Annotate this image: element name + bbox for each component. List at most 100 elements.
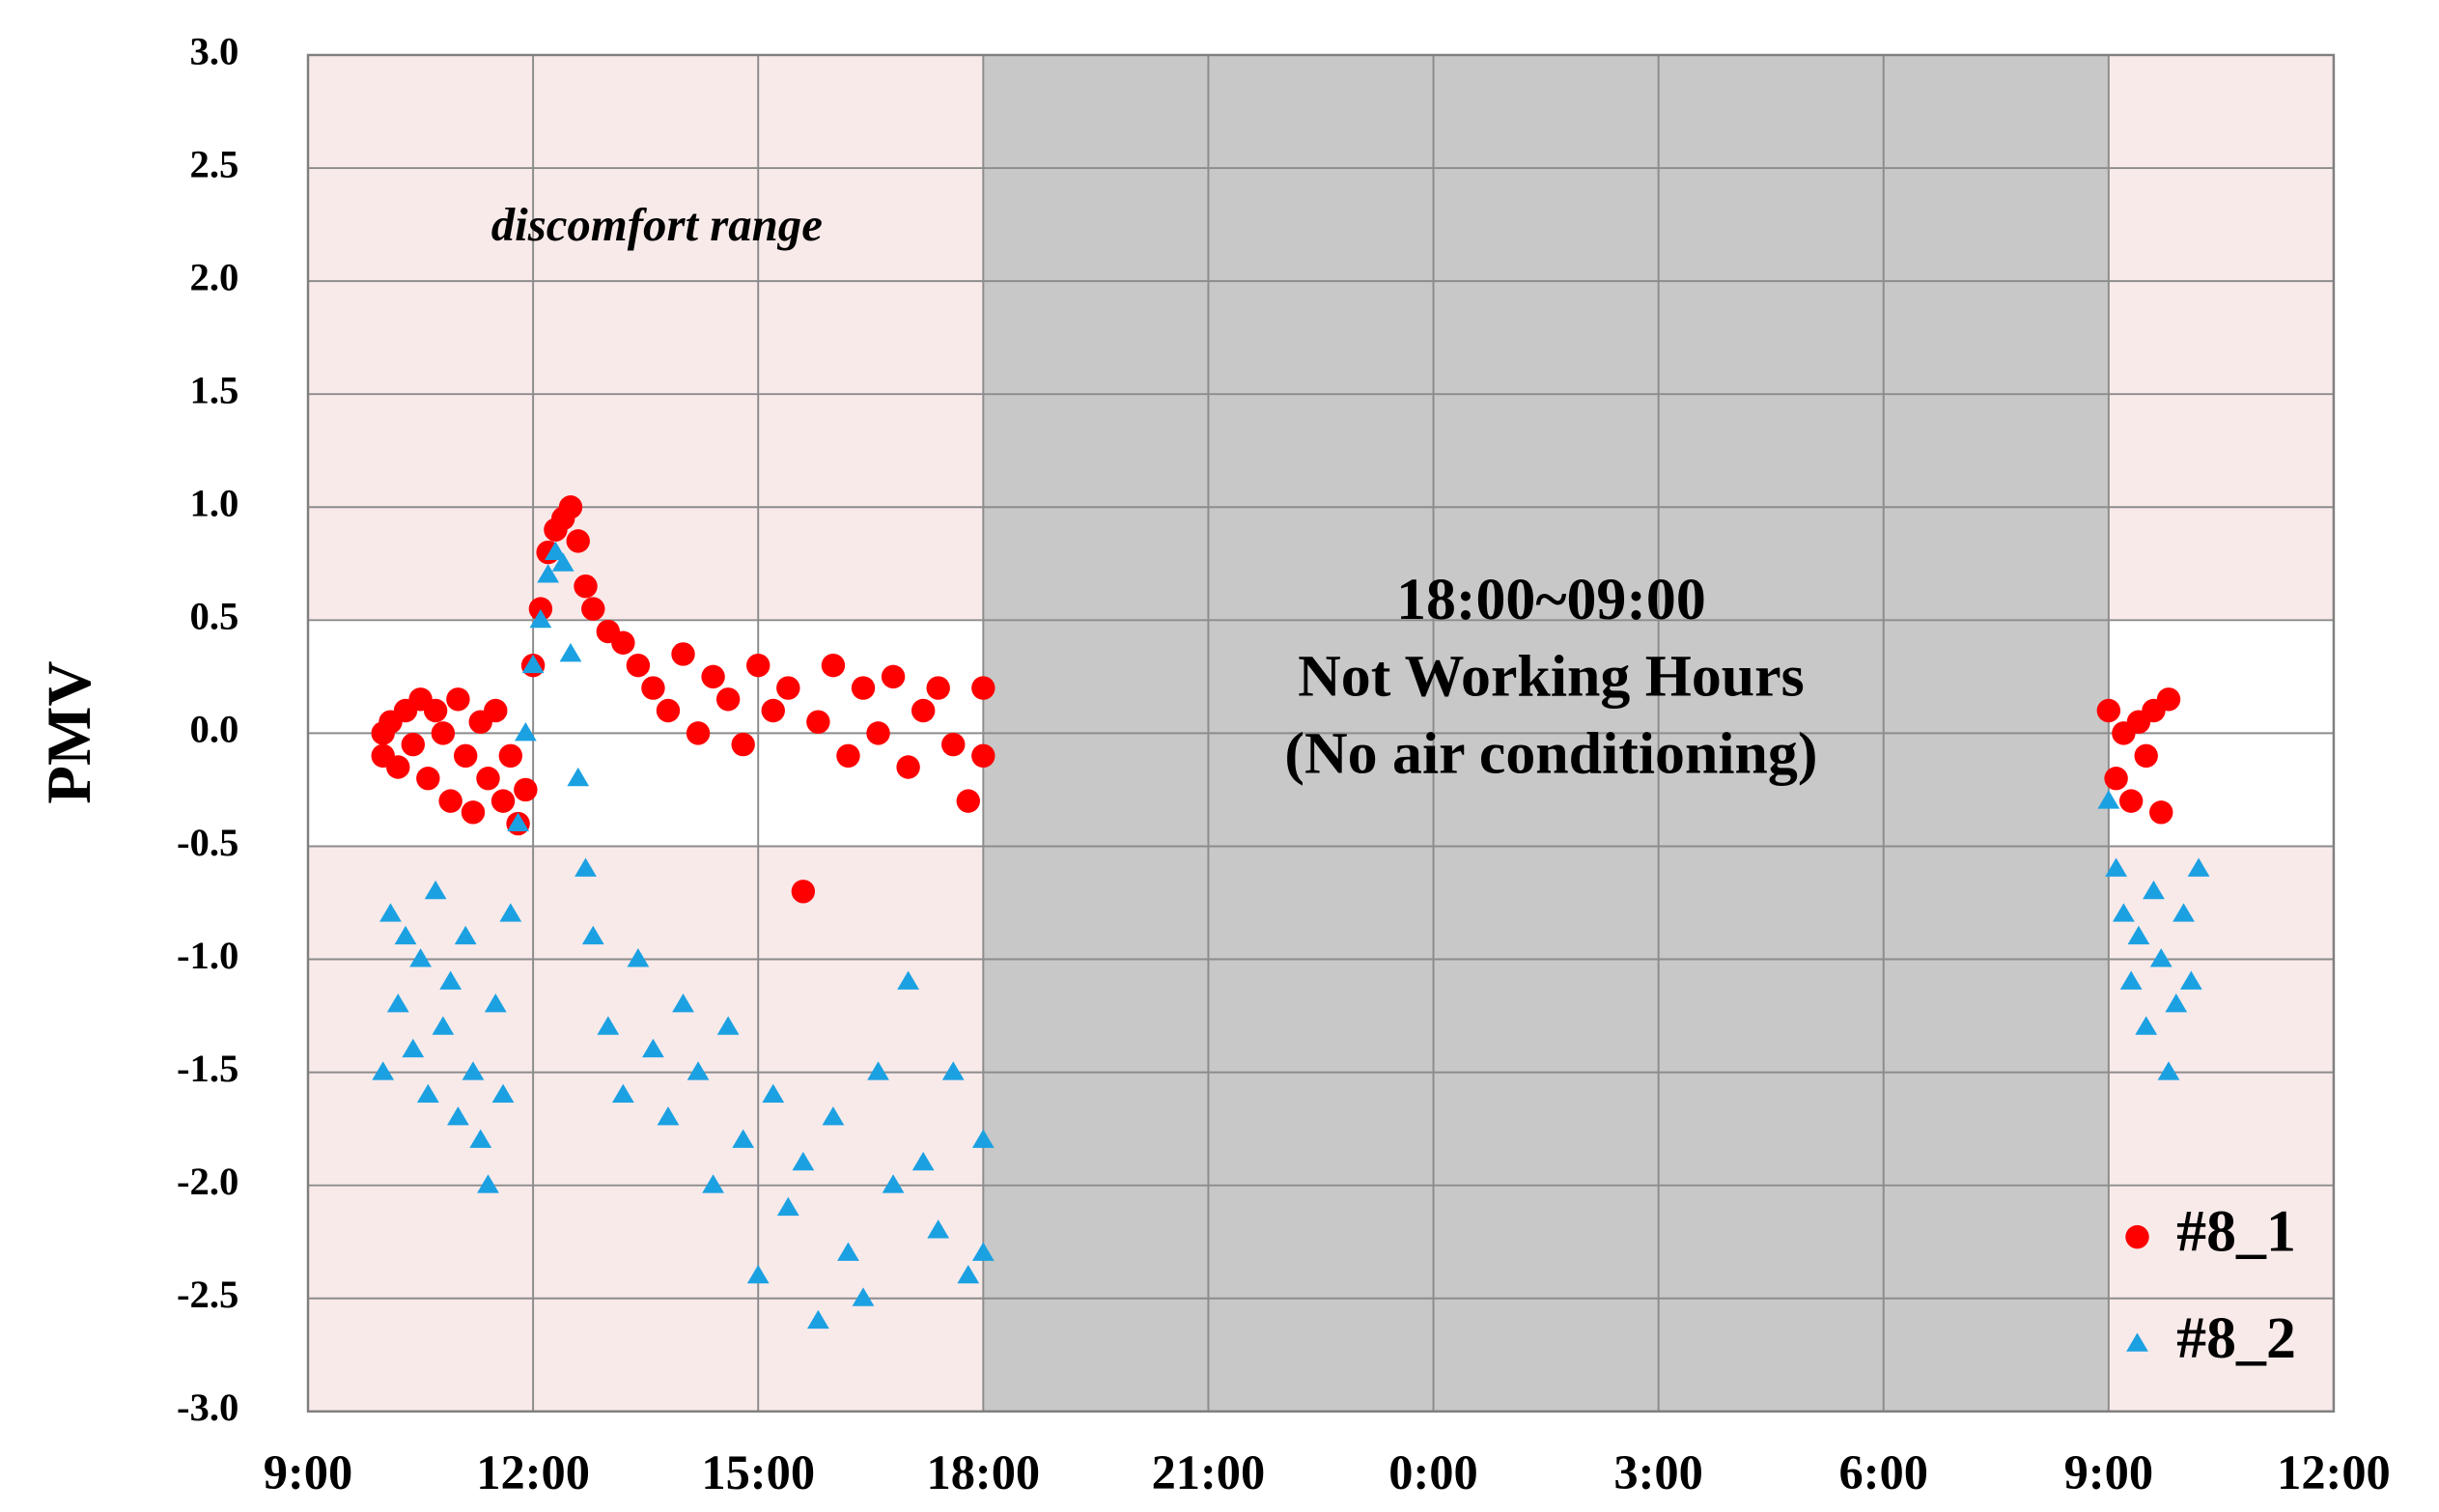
x-tick-label: 9:00 bbox=[264, 1445, 352, 1499]
data-point bbox=[416, 1083, 439, 1103]
data-point bbox=[491, 1083, 515, 1103]
y-tick-label: -1.0 bbox=[177, 934, 238, 977]
data-point bbox=[424, 880, 447, 900]
data-point bbox=[499, 903, 522, 922]
data-point bbox=[851, 676, 876, 700]
y-tick-label: 2.5 bbox=[190, 142, 239, 185]
data-point bbox=[439, 970, 463, 990]
data-point bbox=[956, 789, 980, 813]
data-point bbox=[701, 664, 725, 689]
data-point bbox=[491, 789, 516, 813]
data-point bbox=[597, 1016, 620, 1035]
data-point bbox=[575, 857, 597, 877]
data-point bbox=[657, 1106, 680, 1126]
data-point bbox=[521, 654, 545, 674]
x-tick-label: 0:00 bbox=[1388, 1445, 1477, 1499]
annotation: 18:00~09:00 bbox=[1396, 567, 1706, 632]
data-point bbox=[514, 722, 537, 742]
data-point bbox=[2173, 903, 2195, 922]
data-point bbox=[927, 1219, 950, 1239]
data-point bbox=[881, 664, 906, 689]
data-point bbox=[746, 1264, 770, 1284]
data-point bbox=[627, 948, 650, 967]
x-tick-label: 12:00 bbox=[2277, 1445, 2391, 1499]
y-tick-label: 0.5 bbox=[190, 595, 239, 638]
data-point bbox=[432, 1016, 455, 1035]
data-point bbox=[423, 698, 448, 723]
data-point bbox=[551, 552, 575, 572]
data-point bbox=[971, 1242, 995, 1261]
data-point bbox=[672, 993, 694, 1013]
data-point bbox=[731, 732, 755, 757]
y-tick-label: -3.0 bbox=[177, 1386, 238, 1429]
data-point bbox=[402, 1038, 425, 1058]
data-point bbox=[702, 1174, 724, 1193]
data-point bbox=[776, 676, 800, 700]
x-tick-label: 9:00 bbox=[2064, 1445, 2153, 1499]
legend-label: #8_2 bbox=[2176, 1305, 2296, 1371]
data-point bbox=[386, 993, 409, 1013]
data-point bbox=[574, 574, 598, 599]
data-point bbox=[837, 1242, 859, 1261]
data-point bbox=[611, 630, 635, 655]
data-point bbox=[2187, 857, 2210, 877]
data-point bbox=[732, 1129, 755, 1148]
data-point bbox=[2104, 767, 2128, 791]
data-point bbox=[566, 529, 590, 553]
data-point bbox=[401, 732, 425, 757]
data-point bbox=[461, 800, 486, 825]
data-point bbox=[882, 1174, 905, 1193]
data-point bbox=[671, 642, 695, 666]
data-point bbox=[559, 643, 582, 662]
x-tick-label: 18:00 bbox=[926, 1445, 1040, 1499]
x-tick-label: 21:00 bbox=[1152, 1445, 1266, 1499]
data-point bbox=[2105, 857, 2128, 877]
data-point bbox=[2097, 790, 2120, 809]
data-point bbox=[2118, 789, 2144, 813]
data-point bbox=[545, 541, 567, 561]
data-point bbox=[866, 721, 890, 745]
data-point bbox=[2149, 800, 2173, 825]
data-point bbox=[2157, 1061, 2180, 1080]
legend-marker bbox=[2125, 1224, 2149, 1249]
legend-marker bbox=[2126, 1332, 2148, 1352]
data-point bbox=[453, 743, 478, 769]
x-tick-label: 6:00 bbox=[1839, 1445, 1928, 1499]
legend-label: #8_1 bbox=[2176, 1198, 2296, 1264]
data-point bbox=[2119, 970, 2143, 990]
data-point bbox=[498, 743, 523, 769]
data-point bbox=[528, 597, 553, 621]
data-point bbox=[971, 676, 995, 700]
data-point bbox=[941, 1061, 965, 1080]
data-point bbox=[762, 1083, 785, 1103]
annotation: discomfort range bbox=[491, 198, 823, 251]
annotation: Not Working Hours bbox=[1298, 644, 1805, 710]
data-point bbox=[2143, 880, 2165, 900]
data-point bbox=[626, 653, 651, 678]
data-point bbox=[416, 767, 440, 791]
data-point bbox=[852, 1287, 875, 1306]
data-point bbox=[394, 925, 417, 945]
data-point bbox=[776, 1196, 799, 1217]
data-point bbox=[971, 1129, 995, 1148]
data-point bbox=[806, 1309, 829, 1330]
data-point bbox=[446, 687, 470, 712]
y-tick-label: 0.0 bbox=[190, 708, 239, 751]
data-point bbox=[529, 608, 552, 629]
data-point bbox=[957, 1264, 980, 1284]
data-point bbox=[514, 777, 538, 802]
data-point bbox=[447, 1106, 469, 1126]
data-point bbox=[507, 812, 529, 832]
data-point bbox=[409, 948, 432, 967]
data-point bbox=[821, 653, 846, 678]
y-tick-label: 3.0 bbox=[190, 29, 239, 72]
data-point bbox=[2165, 993, 2188, 1013]
annotation: (No air conditioning) bbox=[1284, 720, 1817, 786]
data-point bbox=[2135, 1016, 2158, 1035]
data-point bbox=[746, 653, 771, 678]
data-point bbox=[476, 767, 500, 791]
data-point bbox=[641, 676, 665, 700]
x-tick-label: 12:00 bbox=[476, 1445, 590, 1499]
data-point bbox=[941, 732, 966, 757]
data-point bbox=[911, 1151, 935, 1171]
